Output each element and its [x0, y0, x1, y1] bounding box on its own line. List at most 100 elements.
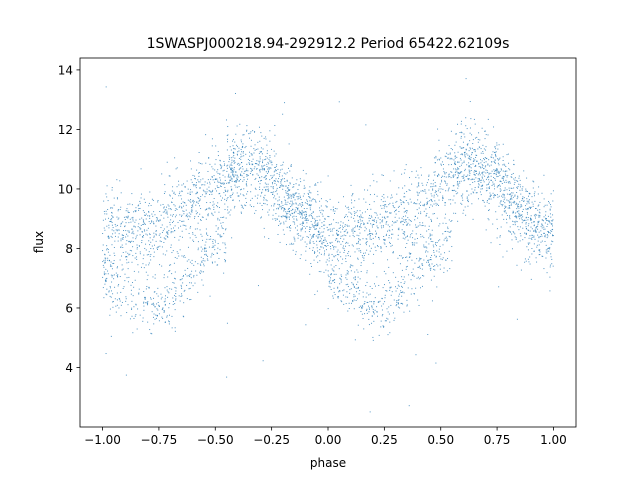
- data-point: [338, 290, 340, 292]
- data-point: [183, 220, 185, 222]
- data-point: [437, 240, 439, 242]
- data-point: [434, 243, 436, 245]
- data-point: [482, 152, 484, 154]
- data-point: [114, 240, 116, 242]
- data-point: [333, 255, 335, 257]
- data-point: [111, 218, 113, 220]
- data-point: [204, 260, 206, 262]
- data-point: [118, 297, 120, 299]
- data-point: [220, 216, 222, 218]
- data-point: [329, 242, 331, 244]
- data-point: [149, 329, 151, 331]
- data-point: [180, 195, 182, 197]
- data-point: [418, 177, 420, 179]
- data-point: [428, 243, 430, 245]
- data-point: [370, 238, 372, 240]
- data-point: [357, 240, 359, 242]
- data-point: [501, 183, 503, 185]
- data-point: [155, 220, 157, 222]
- data-point: [446, 240, 448, 242]
- data-point: [455, 168, 457, 170]
- data-point: [398, 229, 400, 231]
- data-point: [426, 204, 428, 206]
- data-point: [445, 202, 447, 204]
- data-point: [125, 222, 127, 224]
- data-point: [507, 153, 509, 155]
- data-point: [518, 207, 520, 209]
- data-point: [371, 322, 373, 324]
- data-point: [550, 243, 552, 245]
- data-point: [130, 284, 132, 286]
- data-point: [129, 203, 131, 205]
- data-point: [232, 145, 234, 147]
- data-point: [132, 246, 134, 248]
- data-point: [468, 179, 470, 181]
- data-point: [280, 169, 282, 171]
- data-point: [373, 313, 375, 315]
- data-point: [530, 215, 532, 217]
- data-point: [512, 231, 514, 233]
- data-point: [509, 226, 511, 228]
- data-point: [177, 252, 179, 254]
- data-point: [337, 296, 339, 298]
- data-point: [395, 290, 397, 292]
- data-point: [117, 276, 119, 278]
- data-point: [493, 183, 495, 185]
- data-point: [544, 228, 546, 230]
- data-point: [494, 170, 496, 172]
- data-point: [396, 304, 398, 306]
- data-point: [315, 256, 317, 258]
- data-point: [246, 129, 248, 131]
- data-point: [182, 256, 184, 258]
- data-point: [419, 192, 421, 194]
- data-point: [376, 306, 378, 308]
- data-point: [550, 230, 552, 232]
- data-point: [213, 175, 215, 177]
- data-point: [533, 181, 535, 183]
- data-point: [309, 204, 311, 206]
- data-point: [107, 248, 109, 250]
- data-point: [466, 128, 468, 130]
- data-point: [157, 246, 159, 248]
- data-point: [313, 242, 315, 244]
- data-point: [317, 261, 319, 263]
- data-point: [394, 216, 396, 218]
- data-point: [148, 202, 150, 204]
- data-point: [262, 165, 264, 167]
- data-point: [545, 244, 547, 246]
- data-point: [293, 186, 295, 188]
- data-point: [446, 238, 448, 240]
- data-point: [381, 195, 383, 197]
- data-point: [433, 203, 435, 205]
- data-point: [259, 169, 261, 171]
- data-point: [230, 196, 232, 198]
- data-point: [525, 188, 527, 190]
- data-point: [439, 255, 441, 257]
- data-point: [357, 242, 359, 244]
- data-point: [369, 250, 371, 252]
- data-point: [261, 179, 263, 181]
- data-point: [492, 181, 494, 183]
- data-point: [529, 193, 531, 195]
- data-point: [136, 248, 138, 250]
- data-point: [469, 174, 471, 176]
- data-point: [119, 298, 121, 300]
- data-point: [385, 204, 387, 206]
- data-point: [107, 251, 109, 253]
- data-point: [198, 152, 200, 153]
- data-point: [223, 169, 225, 171]
- data-point: [427, 261, 429, 263]
- data-point: [250, 199, 252, 201]
- data-point: [160, 204, 162, 206]
- data-point: [287, 210, 289, 212]
- data-point: [534, 217, 536, 219]
- data-point: [351, 193, 353, 195]
- data-point: [314, 225, 316, 227]
- data-point: [145, 243, 147, 245]
- data-point: [220, 179, 222, 181]
- data-point: [506, 170, 508, 172]
- data-point: [398, 285, 400, 287]
- data-point: [320, 240, 322, 242]
- data-point: [406, 242, 408, 244]
- data-point: [541, 235, 543, 237]
